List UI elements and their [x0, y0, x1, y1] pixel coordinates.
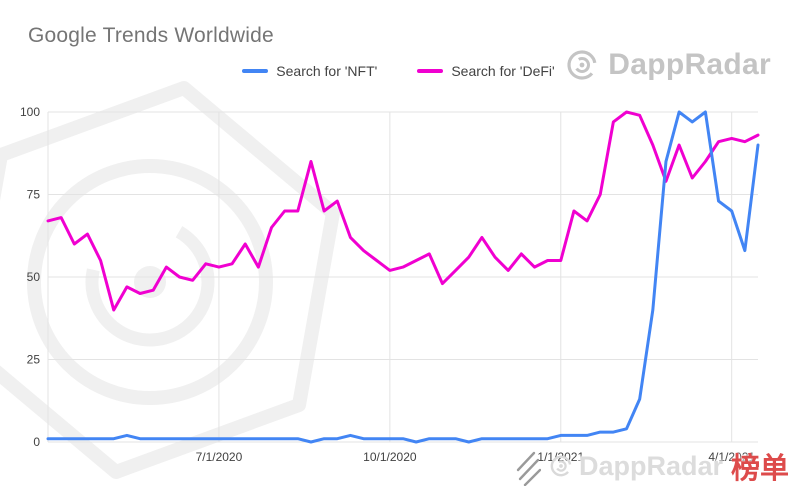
ghost-radar-arc	[85, 217, 215, 347]
ghost-radar-dot	[134, 266, 166, 298]
chart-legend: Search for 'NFT' Search for 'DeFi'	[0, 63, 797, 79]
series-line-nft	[46, 110, 760, 444]
badge-label: 榜单	[730, 453, 789, 485]
ghost-hexagon	[0, 81, 340, 479]
y-tick-label: 0	[33, 435, 40, 449]
dappradar-wordmark-bottom: DappRadar	[578, 450, 723, 481]
x-tick-label: 10/1/2020	[363, 450, 417, 464]
y-tick-label: 50	[27, 270, 41, 284]
series-line-defi	[46, 110, 760, 312]
y-tick-label: 100	[20, 105, 40, 119]
x-tick-label: 4/1/2021	[708, 450, 755, 464]
dappradar-radar-icon	[567, 50, 597, 80]
x-tick-label: 7/1/2020	[196, 450, 243, 464]
legend-item-defi: Search for 'DeFi'	[417, 63, 555, 79]
legend-item-nft: Search for 'NFT'	[242, 63, 377, 79]
legend-swatch-nft	[242, 69, 269, 73]
y-tick-label: 75	[27, 188, 41, 202]
speed-lines-icon	[516, 451, 541, 486]
legend-label-nft: Search for 'NFT'	[276, 63, 378, 79]
legend-label-defi: Search for 'DeFi'	[451, 63, 555, 79]
dappradar-brand-bottom: DappRadar 榜单	[515, 445, 789, 487]
legend-swatch-defi	[417, 69, 444, 73]
y-tick-label: 25	[27, 353, 41, 367]
dappradar-radar-icon-small	[550, 455, 572, 477]
dappradar-brand-top: DappRadar	[565, 48, 771, 82]
chart-title: Google Trends Worldwide	[28, 24, 274, 47]
dappradar-wordmark: DappRadar	[608, 48, 771, 81]
ghost-outer-circle	[27, 159, 273, 405]
